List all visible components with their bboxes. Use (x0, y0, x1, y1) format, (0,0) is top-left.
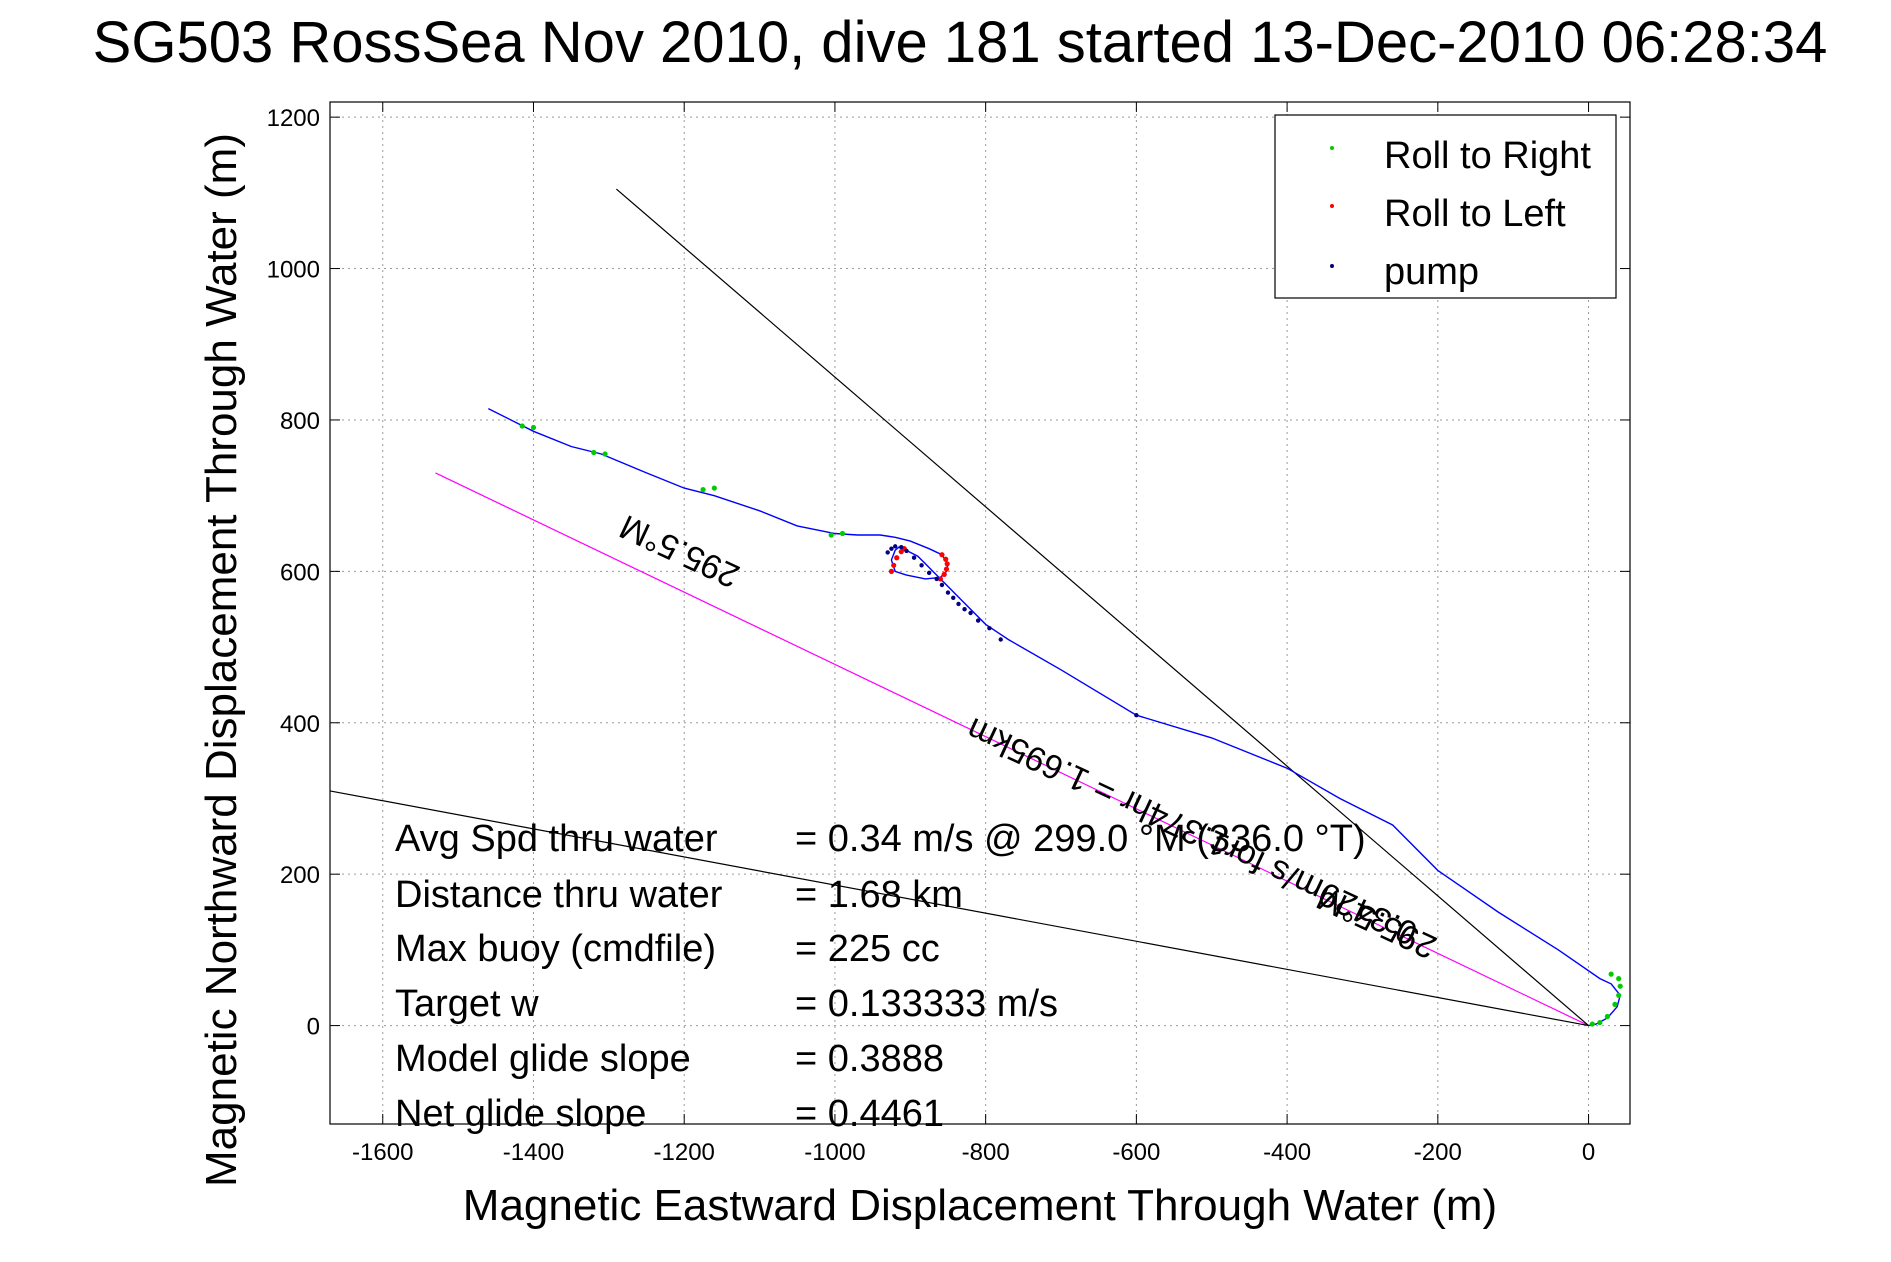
x-tick-label: -1600 (352, 1139, 413, 1166)
stat-label: Net glide slope (395, 1093, 646, 1135)
stat-value: = 225 cc (795, 928, 940, 970)
roll-right-point (1597, 1019, 1603, 1026)
pump-point (885, 550, 890, 555)
pump-point (926, 570, 932, 576)
x-tick-label: -1000 (804, 1139, 865, 1166)
stat-value: = 0.4461 (795, 1093, 944, 1135)
y-tick-label: 200 (280, 862, 320, 889)
grid (330, 102, 1630, 1124)
stat-value: = 1.68 km (795, 874, 963, 916)
roll-left-point (894, 555, 900, 561)
roll-left-point (939, 552, 945, 558)
axis-ticks: -1600 -1400 -1200 -1000 -800 -600 -400 -200 0 0 20… (267, 102, 1630, 1166)
lower-bound-line (329, 790, 1589, 1027)
pump-point (968, 610, 973, 616)
legend-marker-roll-right (1330, 146, 1334, 150)
x-tick-label: -600 (1112, 1139, 1160, 1166)
roll-left-point (944, 561, 950, 567)
legend-label-pump: pump (1384, 251, 1479, 293)
stat-label: Model glide slope (395, 1038, 691, 1080)
pump-point (911, 555, 917, 560)
roll-right-point (711, 485, 717, 491)
y-tick-label: 400 (280, 711, 320, 738)
pump-point (956, 601, 961, 607)
stat-label: Target w (395, 983, 539, 1025)
pump-point (945, 590, 951, 595)
roll-right-point (530, 424, 537, 431)
roll-right-point (828, 532, 834, 538)
stat-value: = 0.133333 m/s (795, 983, 1058, 1025)
roll-right-point (1617, 983, 1623, 989)
pump-point (998, 637, 1003, 642)
roll-right-point (519, 423, 525, 429)
pump-point (1134, 713, 1139, 718)
heading-line (435, 472, 1589, 1027)
roll-left-point (941, 571, 947, 577)
roll-left-point (937, 576, 944, 582)
pump-point (919, 563, 924, 568)
roll-left-point (943, 556, 949, 562)
stats-block: Avg Spd thru water = 0.34 m/s @ 299.0 °M … (395, 818, 1366, 1135)
pump-point (904, 548, 909, 554)
pump-point (951, 595, 956, 601)
y-tick-label: 800 (280, 408, 320, 435)
stat-value: = 0.34 m/s @ 299.0 °M (336.0 °T) (795, 818, 1366, 860)
roll-right-point (1608, 971, 1614, 977)
stat-label: Distance thru water (395, 874, 723, 916)
roll-right-point (1616, 976, 1622, 982)
x-tick-label: -800 (962, 1139, 1010, 1166)
roll-right-point (839, 530, 846, 537)
roll-right-point (1616, 992, 1622, 998)
pump-point (893, 544, 898, 549)
roll-left-point (888, 568, 895, 574)
pump-point (899, 544, 904, 550)
pump-point (934, 576, 939, 582)
y-axis-label: Magnetic Northward Displacement Through … (197, 133, 246, 1187)
plot-data (329, 188, 1623, 1027)
y-tick-label: 600 (280, 559, 320, 586)
x-tick-label: 0 (1582, 1139, 1595, 1166)
pump-point (975, 618, 981, 623)
roll-right-point (1604, 1013, 1610, 1020)
chart-title: SG503 RossSea Nov 2010, dive 181 started… (93, 10, 1828, 75)
x-tick-label: -1200 (654, 1139, 715, 1166)
stat-value: = 0.3888 (795, 1038, 944, 1080)
x-tick-label: -400 (1263, 1139, 1311, 1166)
legend-marker-roll-left (1330, 204, 1334, 208)
stat-label: Avg Spd thru water (395, 818, 718, 860)
x-tick-label: -200 (1414, 1139, 1462, 1166)
x-axis-label: Magnetic Eastward Displacement Through W… (463, 1181, 1497, 1230)
y-tick-label: 1000 (267, 257, 320, 284)
roll-right-point (700, 487, 706, 493)
legend-marker-pump (1330, 264, 1334, 268)
pump-point (939, 582, 945, 588)
y-tick-label: 1200 (267, 105, 320, 132)
pump-point (987, 625, 992, 631)
y-tick-label: 0 (307, 1014, 320, 1041)
roll-left-point (891, 562, 897, 568)
roll-right-point (1589, 1021, 1595, 1027)
x-tick-label: -1400 (503, 1139, 564, 1166)
pump-point (889, 546, 894, 551)
stat-label: Max buoy (cmdfile) (395, 928, 716, 970)
legend-label-roll-right: Roll to Right (1384, 135, 1591, 177)
legend-label-roll-left: Roll to Left (1384, 193, 1566, 235)
roll-left-point (943, 566, 950, 572)
upper-bound-line (615, 188, 1589, 1027)
roll-right-point (1612, 1001, 1618, 1007)
roll-right-point (591, 449, 597, 456)
legend: Roll to Right Roll to Left pump (1274, 114, 1617, 299)
roll-right-point (602, 451, 608, 457)
pump-point (962, 607, 967, 612)
